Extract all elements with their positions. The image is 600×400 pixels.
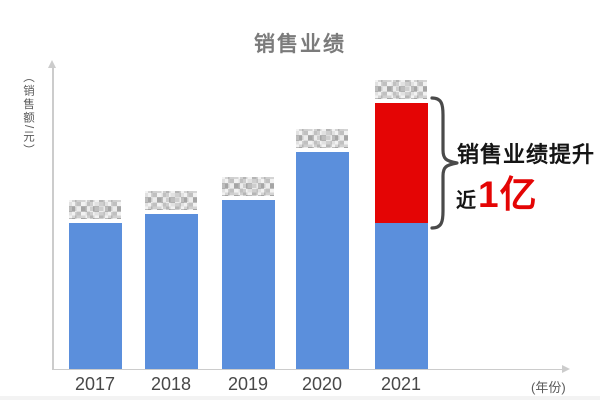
censored-value-label-2020 <box>296 129 348 148</box>
annotation-line2: 近 1亿 <box>456 164 538 218</box>
x-axis-label: (年份) <box>531 380 566 395</box>
x-axis-arrow-icon <box>562 364 570 373</box>
x-tick-2020: 2020 <box>301 374 343 394</box>
y-axis-arrow-icon <box>48 60 56 68</box>
bar-2020 <box>295 152 349 369</box>
x-tick-2019: 2019 <box>227 374 269 394</box>
annotation-value: 1亿 <box>478 174 538 215</box>
x-axis-line <box>52 368 564 370</box>
annotation-prefix: 近 <box>456 190 476 212</box>
censored-value-label-2017 <box>69 200 121 219</box>
annotation-line1: 销售业绩提升 <box>457 142 596 167</box>
censored-value-label-2018 <box>145 191 197 210</box>
bar-2017 <box>68 223 122 369</box>
chart-title: 销售业绩 <box>254 33 346 56</box>
censored-value-label-2021 <box>375 80 427 99</box>
y-axis-label: （销售额/元） <box>22 71 34 158</box>
y-axis-line <box>52 68 54 369</box>
x-tick-2017: 2017 <box>74 374 116 394</box>
x-tick-2018: 2018 <box>150 374 192 394</box>
censored-value-label-2019 <box>222 177 274 196</box>
bar-2018 <box>144 214 198 369</box>
bar-2021-highlight <box>374 103 428 223</box>
bottom-edge-strip <box>0 396 600 400</box>
bar-2021 <box>374 223 428 369</box>
bar-2019 <box>221 200 275 369</box>
curly-brace-icon <box>430 96 459 230</box>
x-tick-2021: 2021 <box>380 374 422 394</box>
